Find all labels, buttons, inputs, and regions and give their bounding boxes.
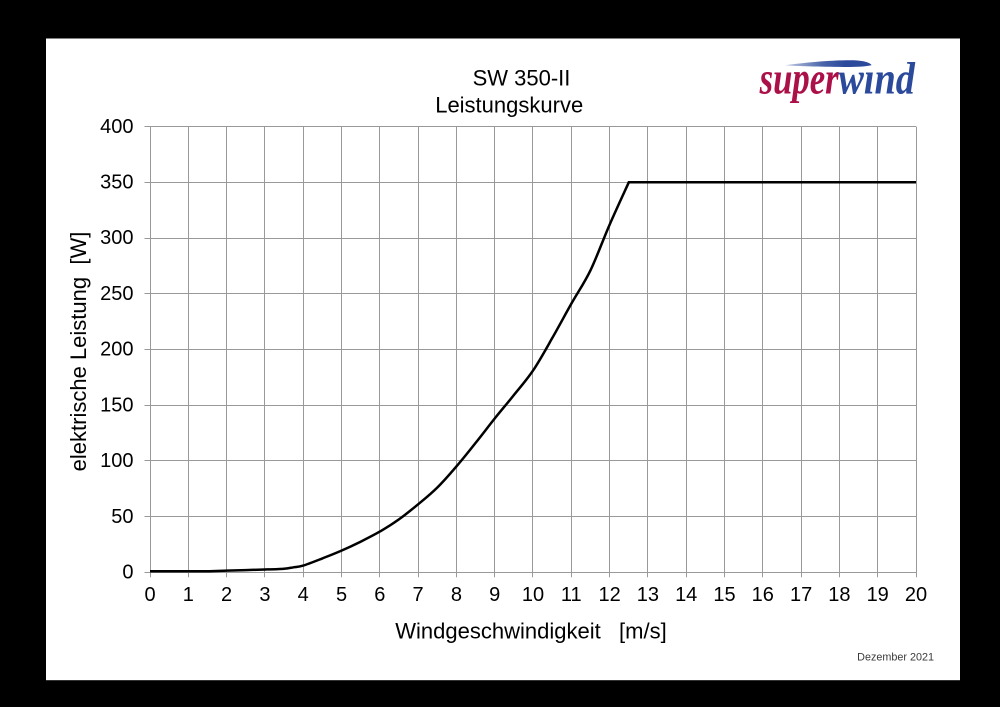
svg-text:4: 4 (298, 584, 309, 606)
svg-text:3: 3 (259, 584, 270, 606)
svg-text:10: 10 (522, 584, 544, 606)
svg-text:400: 400 (100, 116, 133, 138)
svg-text:19: 19 (867, 584, 889, 606)
svg-text:Dezember 2021: Dezember 2021 (857, 651, 934, 663)
svg-text:18: 18 (828, 584, 850, 606)
svg-text:5: 5 (336, 584, 347, 606)
svg-text:200: 200 (100, 339, 133, 361)
svg-text:100: 100 (100, 450, 133, 472)
svg-text:8: 8 (451, 584, 462, 606)
svg-text:50: 50 (111, 506, 133, 528)
svg-text:Leistungskurve: Leistungskurve (435, 93, 583, 118)
svg-text:20: 20 (905, 584, 927, 606)
svg-text:11: 11 (561, 584, 582, 606)
svg-text:350: 350 (100, 172, 133, 194)
svg-text:150: 150 (100, 394, 133, 416)
svg-text:14: 14 (675, 584, 697, 606)
svg-text:6: 6 (374, 584, 385, 606)
svg-text:2: 2 (221, 584, 232, 606)
svg-text:SW 350-II: SW 350-II (473, 66, 571, 91)
svg-text:300: 300 (100, 227, 133, 249)
svg-text:wınd: wınd (838, 54, 916, 104)
svg-text:17: 17 (790, 584, 812, 606)
svg-text:1: 1 (183, 584, 194, 606)
svg-text:elektrische Leistung [W]: elektrische Leistung [W] (66, 232, 91, 472)
svg-text:16: 16 (752, 584, 774, 606)
svg-text:Windgeschwindigkeit [m/s]: Windgeschwindigkeit [m/s] (395, 619, 666, 644)
svg-text:13: 13 (637, 584, 659, 606)
svg-text:12: 12 (598, 584, 620, 606)
svg-text:0: 0 (122, 562, 133, 584)
svg-text:super: super (759, 54, 839, 104)
svg-text:15: 15 (713, 584, 735, 606)
svg-text:9: 9 (489, 584, 500, 606)
svg-text:250: 250 (100, 283, 133, 305)
svg-text:7: 7 (413, 584, 424, 606)
svg-text:0: 0 (144, 584, 155, 606)
